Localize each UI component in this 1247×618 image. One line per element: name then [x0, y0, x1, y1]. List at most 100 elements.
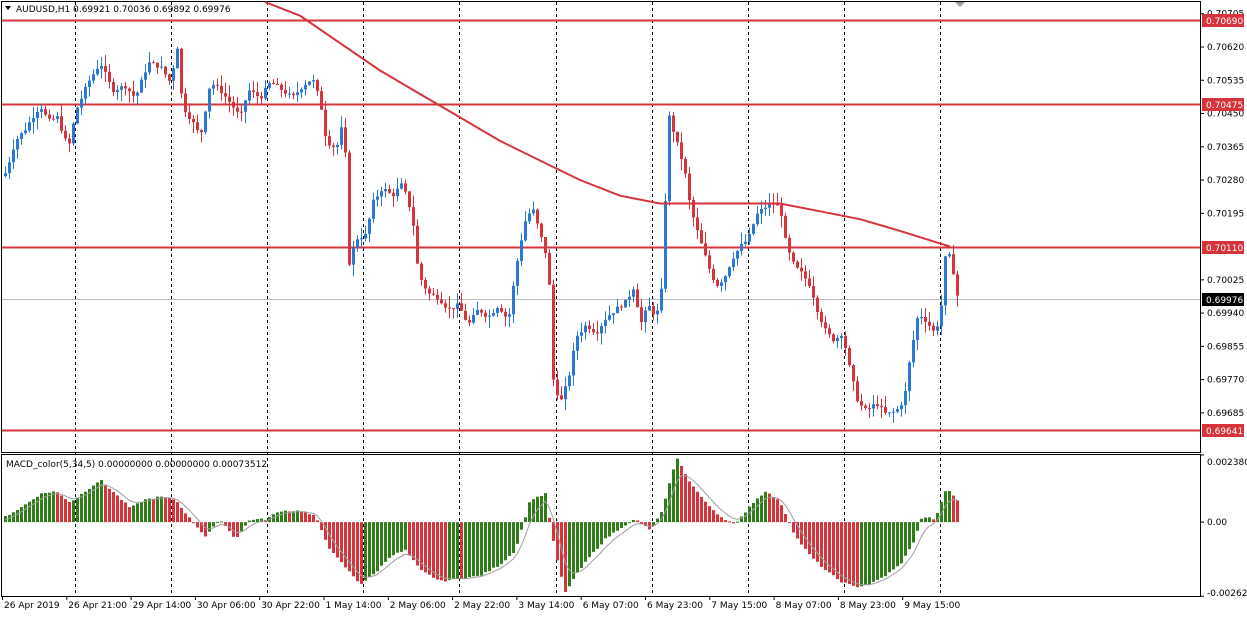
candle [676, 131, 679, 146]
candle [136, 91, 139, 106]
macd-bar [840, 522, 843, 583]
macd-bar [312, 514, 315, 523]
candle-body [4, 173, 7, 177]
candle [632, 286, 635, 303]
price-tick-label: 0.70280 [1207, 176, 1244, 186]
macd-bar [904, 522, 907, 556]
macd-bar [652, 522, 655, 527]
candle [228, 85, 231, 113]
candle [428, 286, 431, 301]
macd-bar [172, 499, 175, 523]
candle [204, 110, 207, 135]
macd-bar [808, 522, 811, 555]
macd-bar [32, 499, 35, 523]
candle-body [216, 84, 219, 86]
candle-body [568, 375, 571, 387]
macd-bar [212, 522, 215, 527]
candle [120, 83, 123, 102]
candle-body [132, 91, 135, 96]
macd-bar [916, 522, 919, 531]
time-tick-label: 9 May 15:00 [904, 601, 960, 611]
candle [812, 276, 815, 306]
macd-bar [260, 518, 263, 523]
macd-bar [912, 522, 915, 543]
macd-bar [448, 522, 451, 581]
candle-body [692, 199, 695, 218]
candle-body [784, 215, 787, 238]
macd-bar [364, 522, 367, 581]
candle [872, 394, 875, 417]
candle-body [100, 66, 103, 69]
scroll-marker-icon[interactable] [955, 2, 965, 7]
chart-menu-triangle-icon[interactable] [5, 6, 11, 10]
candle-body [144, 72, 147, 80]
candle-body [184, 93, 187, 113]
candle [684, 156, 687, 178]
macd-bar [180, 507, 183, 523]
time-axis: 26 Apr 2019 26 Apr 21:00 29 Apr 14:00 30 Ap… [2, 596, 960, 611]
macd-bar [744, 512, 747, 523]
macd-bar [380, 522, 383, 566]
candle-body [900, 405, 903, 410]
candle-body [624, 299, 627, 308]
candle-body [404, 183, 407, 192]
candle [752, 223, 755, 236]
candle [104, 55, 107, 82]
candle-body [260, 96, 263, 99]
candle-body [460, 303, 463, 311]
candle-body [616, 306, 619, 314]
macd-bar [44, 492, 47, 523]
candle-body [904, 391, 907, 406]
candle-body [936, 326, 939, 331]
macd-bar [348, 522, 351, 572]
candle-body [40, 109, 43, 112]
candle [856, 376, 859, 403]
candle [196, 114, 199, 134]
macd-bar [516, 522, 519, 544]
macd-bar [620, 522, 623, 529]
candle [568, 371, 571, 391]
price-level-tag-bg [1202, 424, 1244, 437]
candle-body [204, 111, 207, 133]
candle [592, 322, 595, 336]
price-tick-label: 0.69855 [1207, 342, 1244, 352]
candle-body [824, 322, 827, 329]
candle [68, 133, 71, 153]
macd-bar [188, 517, 191, 523]
candle-body [592, 329, 595, 333]
candle-body [276, 84, 279, 86]
candle-body [172, 68, 175, 81]
macd-bar [48, 492, 51, 523]
candle [384, 182, 387, 198]
macd-bar [644, 522, 647, 527]
candle-body [120, 86, 123, 90]
macd-bar [332, 522, 335, 553]
candle [132, 80, 135, 103]
candle [392, 188, 395, 208]
candle-body [856, 381, 859, 402]
price-level-tags: 0.70690 0.70475 0.70110 0.69641 [1202, 14, 1244, 437]
macd-bar [104, 484, 107, 523]
candle-body [756, 213, 759, 225]
candle [308, 81, 311, 86]
macd-bar [88, 488, 91, 523]
candle-body [244, 100, 247, 112]
macd-bar [872, 522, 875, 582]
candle [680, 132, 683, 171]
macd-bar [528, 502, 531, 523]
macd-bar [128, 507, 131, 523]
candle-body [728, 267, 731, 277]
candle [140, 76, 143, 93]
macd-bar [796, 522, 799, 539]
macd-bar [40, 493, 43, 523]
candle [76, 106, 79, 125]
candle [800, 258, 803, 281]
candle [636, 283, 639, 308]
candle-body [280, 84, 283, 90]
macd-bar [792, 522, 795, 533]
candle-body [816, 297, 819, 312]
candle [156, 62, 159, 74]
candle-body [860, 401, 863, 406]
